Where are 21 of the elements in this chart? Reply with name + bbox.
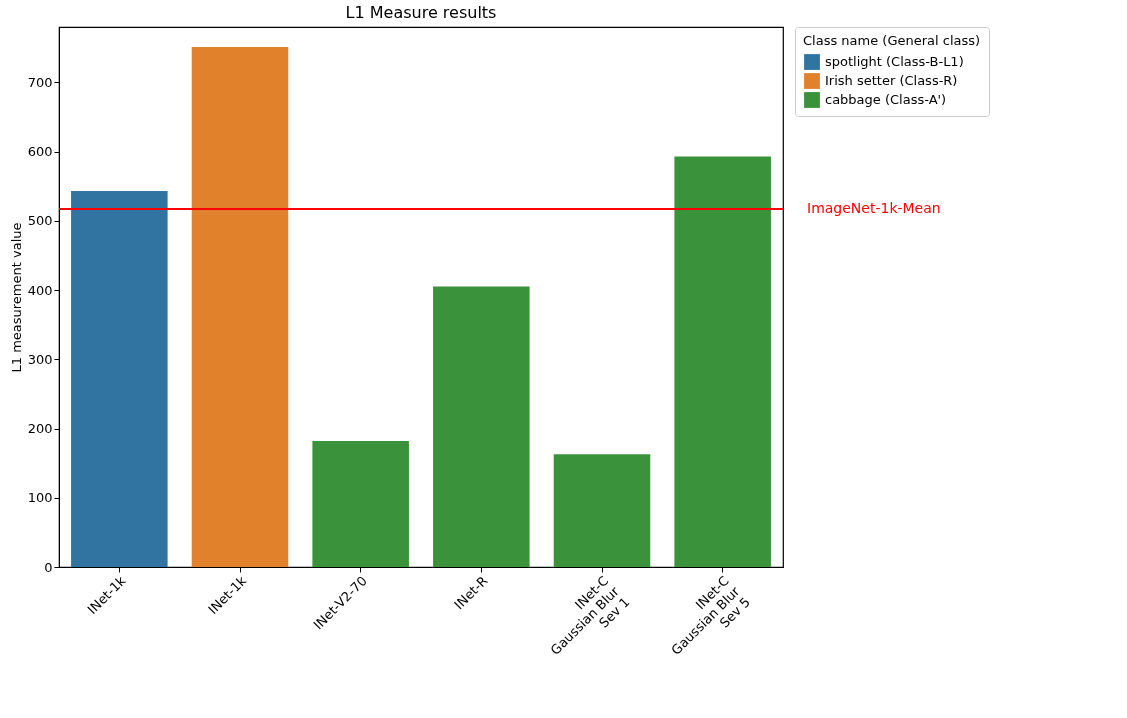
y-tick-label: 600 xyxy=(27,144,53,160)
bar xyxy=(191,47,289,567)
ref-line-label: ImageNet-1k-Mean xyxy=(807,200,941,217)
legend-label: cabbage (Class-A') xyxy=(825,92,947,107)
bar xyxy=(433,286,530,567)
y-tick-label: 700 xyxy=(27,74,53,90)
legend-label: spotlight (Class-B-L1) xyxy=(825,54,964,69)
y-tick-label: 400 xyxy=(27,282,53,298)
y-axis-title: L1 measurement value xyxy=(8,222,24,373)
y-tick-label: 500 xyxy=(27,213,53,229)
bar xyxy=(674,156,771,567)
legend-label: Irish setter (Class-R) xyxy=(825,73,958,88)
chart-title: L1 Measure results xyxy=(345,2,497,22)
bar xyxy=(553,454,651,567)
bar xyxy=(312,441,409,567)
y-tick-label: 300 xyxy=(27,351,53,367)
y-tick-label: 100 xyxy=(27,490,53,506)
y-tick-label: 0 xyxy=(44,559,53,575)
legend-title: Class name (General class) xyxy=(803,33,981,48)
y-tick-label: 200 xyxy=(27,421,53,437)
bar xyxy=(71,191,168,567)
